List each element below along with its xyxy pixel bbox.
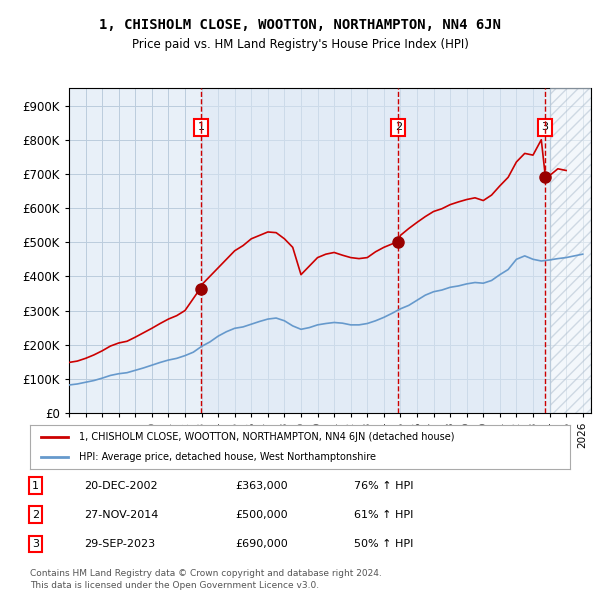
Text: 50% ↑ HPI: 50% ↑ HPI (354, 539, 413, 549)
Text: 29-SEP-2023: 29-SEP-2023 (84, 539, 155, 549)
Text: 2: 2 (32, 510, 39, 520)
Text: Contains HM Land Registry data © Crown copyright and database right 2024.: Contains HM Land Registry data © Crown c… (30, 569, 382, 578)
Bar (550, 88, 591, 413)
Text: 27-NOV-2014: 27-NOV-2014 (84, 510, 158, 520)
Text: 20-DEC-2002: 20-DEC-2002 (84, 480, 158, 490)
Text: 1: 1 (32, 480, 39, 490)
Text: This data is licensed under the Open Government Licence v3.0.: This data is licensed under the Open Gov… (30, 581, 319, 590)
Bar (550, 88, 591, 413)
Text: 3: 3 (32, 539, 39, 549)
Text: 2: 2 (395, 123, 402, 132)
Text: £690,000: £690,000 (235, 539, 288, 549)
Bar (398, 88, 545, 413)
Text: £363,000: £363,000 (235, 480, 288, 490)
Text: 1: 1 (197, 123, 205, 132)
Text: £500,000: £500,000 (235, 510, 288, 520)
Text: 3: 3 (541, 123, 548, 132)
Text: 76% ↑ HPI: 76% ↑ HPI (354, 480, 413, 490)
Text: HPI: Average price, detached house, West Northamptonshire: HPI: Average price, detached house, West… (79, 452, 376, 461)
Text: 1, CHISHOLM CLOSE, WOOTTON, NORTHAMPTON, NN4 6JN (detached house): 1, CHISHOLM CLOSE, WOOTTON, NORTHAMPTON,… (79, 432, 454, 442)
Text: Price paid vs. HM Land Registry's House Price Index (HPI): Price paid vs. HM Land Registry's House … (131, 38, 469, 51)
Text: 1, CHISHOLM CLOSE, WOOTTON, NORTHAMPTON, NN4 6JN: 1, CHISHOLM CLOSE, WOOTTON, NORTHAMPTON,… (99, 18, 501, 32)
Text: 61% ↑ HPI: 61% ↑ HPI (354, 510, 413, 520)
Bar (201, 88, 398, 413)
